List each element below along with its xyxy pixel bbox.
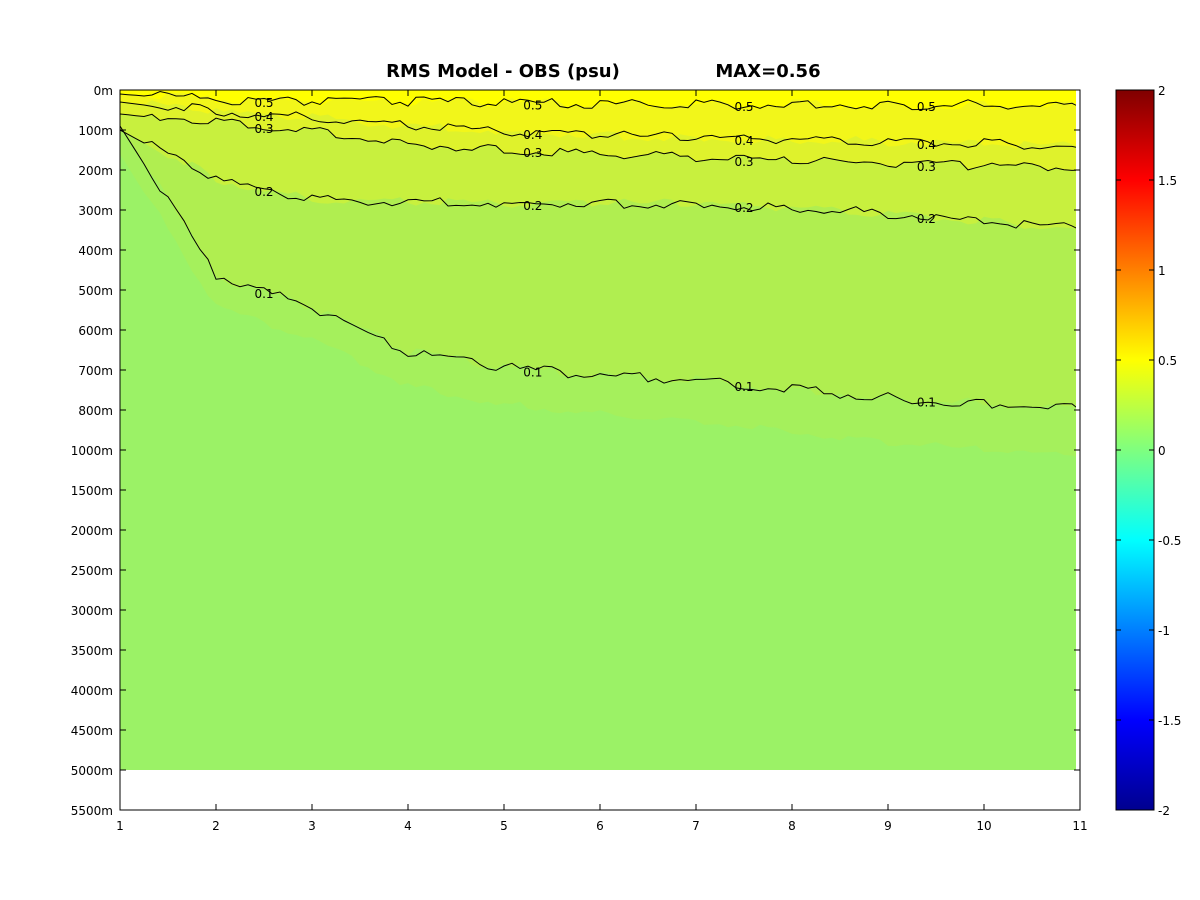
x-tick-label: 1 — [116, 819, 124, 833]
field-layer — [120, 90, 1076, 770]
y-tick-label: 700m — [78, 364, 113, 378]
x-tick-label: 10 — [976, 819, 991, 833]
contour-label-0.5: 0.5 — [254, 96, 273, 110]
colorbar-tick-label: 1.5 — [1158, 174, 1177, 188]
colorbar-tick-label: 1 — [1158, 264, 1166, 278]
y-tick-label: 2500m — [71, 564, 113, 578]
x-tick-label: 4 — [404, 819, 412, 833]
contour-label-0.5: 0.5 — [917, 100, 936, 114]
y-tick-label: 400m — [78, 244, 113, 258]
contour-line-0.3 — [120, 113, 1076, 172]
colorbar-tick-label: -1.5 — [1158, 714, 1181, 728]
contour-label-0.3: 0.3 — [523, 146, 542, 160]
contour-line-0.1 — [120, 125, 1076, 410]
y-tick-label: 1500m — [71, 484, 113, 498]
colorbar-gradient — [1115, 89, 1155, 811]
contour-line-0.4 — [120, 101, 1076, 150]
y-tick-label: 3500m — [71, 644, 113, 658]
y-tick-label: 200m — [78, 164, 113, 178]
x-tick-label: 8 — [788, 819, 796, 833]
contour-label-0.3: 0.3 — [917, 160, 936, 174]
x-axis: 1 2 3 4 5 6 7 8 9 10 11 — [116, 90, 1088, 833]
y-axis: 0m 100m 200m 300m 400m 500m 600m 700m 800m 1000m 1… — [71, 84, 1080, 818]
contour-label-0.4: 0.4 — [523, 128, 542, 142]
y-tick-label: 4500m — [71, 724, 113, 738]
y-tick-label: 2000m — [71, 524, 113, 538]
y-tick-label: 500m — [78, 284, 113, 298]
colorbar-tick-label: 0 — [1158, 444, 1166, 458]
contour-label-0.2: 0.2 — [523, 199, 542, 213]
colorbar: 2 1.5 1 0.5 0 -0.5 -1 -1.5 -2 — [1115, 84, 1181, 818]
colorbar-tick-label: 0.5 — [1158, 354, 1177, 368]
contour-label-0.3: 0.3 — [734, 155, 753, 169]
contour-line-0.2 — [120, 129, 1076, 229]
colorbar-tick-label: 2 — [1158, 84, 1166, 98]
contour-label-0.3: 0.3 — [254, 122, 273, 136]
x-tick-label: 11 — [1072, 819, 1087, 833]
contour-label-0.1: 0.1 — [523, 365, 542, 379]
y-tick-label: 800m — [78, 404, 113, 418]
y-tick-label: 5500m — [71, 804, 113, 818]
contour-label-0.4: 0.4 — [917, 138, 936, 152]
contour-layer: 0.5 0.5 0.5 0.50.40.4 0.4 0.40.30.30.3 0.30.20… — [120, 90, 1076, 410]
contour-label-0.2: 0.2 — [254, 185, 273, 199]
chart-title: RMS Model - OBS (psu) — [386, 61, 620, 82]
contour-label-0.5: 0.5 — [523, 99, 542, 113]
x-tick-label: 9 — [884, 819, 892, 833]
y-tick-label: 600m — [78, 324, 113, 338]
y-tick-label: 0m — [94, 84, 113, 98]
colorbar-tick-label: -2 — [1158, 804, 1170, 818]
x-tick-label: 7 — [692, 819, 700, 833]
y-tick-label: 3000m — [71, 604, 113, 618]
contour-label-0.1: 0.1 — [917, 395, 936, 409]
y-tick-label: 4000m — [71, 684, 113, 698]
x-tick-label: 6 — [596, 819, 604, 833]
y-tick-label: 1000m — [71, 444, 113, 458]
contour-label-0.2: 0.2 — [917, 212, 936, 226]
y-tick-label: 100m — [78, 124, 113, 138]
contour-label-0.1: 0.1 — [734, 380, 753, 394]
colorbar-tick-label: -0.5 — [1158, 534, 1181, 548]
contour-label-0.2: 0.2 — [734, 201, 753, 215]
contour-label-0.5: 0.5 — [734, 100, 753, 114]
x-tick-label: 3 — [308, 819, 316, 833]
x-tick-label: 5 — [500, 819, 508, 833]
colorbar-ticks: 2 1.5 1 0.5 0 -0.5 -1 -1.5 -2 — [1116, 84, 1181, 818]
contour-line-0.5 — [120, 90, 1076, 111]
y-tick-label: 300m — [78, 204, 113, 218]
contour-label-0.4: 0.4 — [734, 134, 753, 148]
contour-label-0.1: 0.1 — [254, 287, 273, 301]
colorbar-tick-label: -1 — [1158, 624, 1170, 638]
max-label: MAX=0.56 — [715, 61, 820, 82]
y-tick-label: 5000m — [71, 764, 113, 778]
x-tick-label: 2 — [212, 819, 220, 833]
contour-label-0.4: 0.4 — [254, 110, 273, 124]
band-0.5-0.56 — [120, 90, 1076, 110]
